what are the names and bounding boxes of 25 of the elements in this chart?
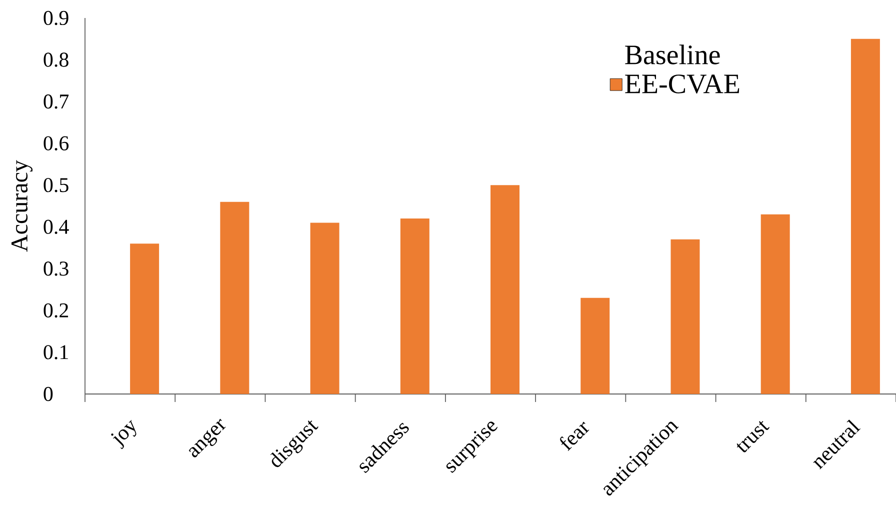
y-tick-label: 0.6 (44, 136, 69, 150)
y-tick-label: 0.8 (44, 52, 68, 67)
y-tick-label: 0.5 (44, 178, 68, 192)
bar (670, 239, 700, 394)
x-tick-label: joy (111, 420, 136, 450)
y-tick-label: 0.7 (44, 94, 69, 109)
bar (220, 202, 250, 394)
legend-label: EE-CVAE (625, 74, 740, 94)
y-tick-label: 0.1 (44, 345, 68, 360)
y-tick-label: 0.4 (44, 220, 69, 234)
bar (130, 244, 160, 394)
bar (760, 214, 790, 394)
y-tick-label: 0.3 (44, 262, 68, 276)
y-tick-label: 0.2 (44, 303, 68, 318)
bar (400, 218, 430, 394)
text: Baseline (625, 44, 720, 64)
bar (850, 38, 880, 394)
bar (310, 222, 340, 394)
x-tick-label: fear (560, 422, 590, 452)
x-tick-label: trust (736, 421, 770, 452)
bar (580, 298, 610, 394)
y-tick-label: 0 (44, 386, 53, 402)
bar (490, 185, 520, 394)
y-axis-title: Accuracy (11, 160, 32, 252)
y-tick-label: 0.9 (44, 10, 68, 26)
